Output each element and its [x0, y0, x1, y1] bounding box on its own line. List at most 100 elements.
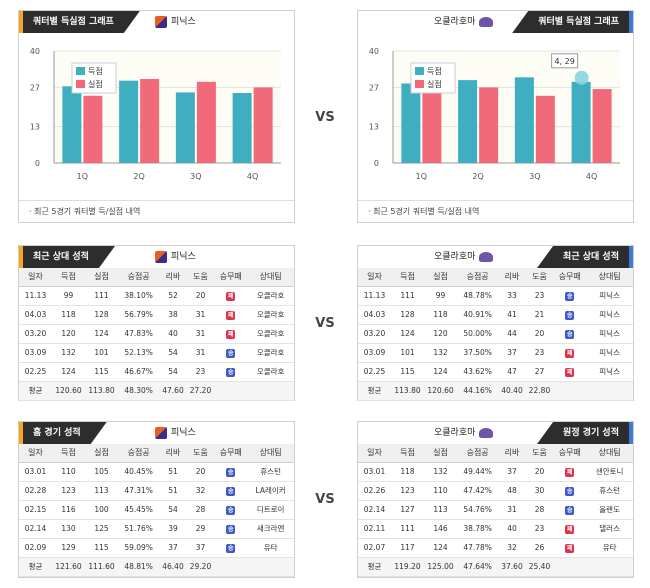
table-cell: 110 [52, 462, 85, 482]
average-cell: 47.60 [159, 381, 187, 401]
bar-allowed-3Q[interactable] [535, 95, 555, 163]
column-header: 득점 [52, 268, 85, 287]
bar-scored-3Q[interactable] [175, 92, 195, 163]
bar-allowed-4Q[interactable] [253, 87, 273, 163]
away-team-right: 오클라호마 [434, 422, 494, 444]
table-cell: 124 [85, 324, 118, 344]
bar-allowed-4Q[interactable] [592, 89, 612, 163]
bar-scored-1Q[interactable] [401, 83, 421, 163]
table-cell: 31 [498, 500, 526, 520]
win-badge-icon: 승 [565, 291, 575, 301]
team-label-left: 피닉스 [155, 11, 196, 33]
table-cell: 99 [52, 286, 85, 306]
home-header-title-left: 홈 경기 성적 [19, 422, 107, 444]
table-cell: 115 [391, 362, 424, 382]
average-cell: 113.80 [85, 381, 118, 401]
average-cell [553, 381, 587, 401]
table-cell: 132 [52, 343, 85, 363]
average-cell [247, 381, 294, 401]
recent-header-title-left: 최근 상대 성적 [19, 246, 115, 268]
table-cell: 28 [525, 500, 554, 520]
column-header: 도움 [525, 268, 554, 287]
bar-scored-4Q[interactable] [571, 81, 591, 163]
table-cell: 33 [498, 286, 526, 306]
table-cell: 43.62% [457, 362, 499, 382]
bar-scored-3Q[interactable] [514, 77, 534, 163]
bar-allowed-1Q[interactable] [83, 95, 103, 163]
table-row: 02.09 129 115 59.09% 37 37 승 유타 [19, 538, 294, 558]
table-cell: 31 [186, 343, 215, 363]
chart-note-text-right: 최근 5경기 쿼터별 득/실점 내역 [373, 207, 480, 216]
average-cell: 37.60 [498, 557, 526, 577]
bar-scored-2Q[interactable] [458, 80, 478, 163]
win-badge-icon: 승 [565, 329, 575, 339]
table-cell: 47 [498, 362, 526, 382]
column-header: 승무패 [214, 444, 248, 463]
recent-team-name-right: 오클라호마 [434, 252, 476, 262]
table-header-row: 일자 득점 실점 승점공 리바 도움 승무패 상대팀 [19, 444, 294, 463]
table-cell: 115 [85, 362, 118, 382]
column-header: 승무패 [553, 444, 587, 463]
table-cell: 오클라호 [247, 362, 294, 382]
result-cell: 승 [214, 538, 248, 558]
table-row: 03.01 118 132 49.44% 37 20 패 샌안토니 [358, 462, 633, 482]
column-header: 득점 [391, 268, 424, 287]
y-tick-label: 13 [369, 123, 379, 132]
table-row: 02.28 123 113 47.31% 51 32 승 LA레이커 [19, 481, 294, 501]
x-tick-label: 2Q [472, 172, 483, 181]
column-header: 실점 [85, 268, 118, 287]
result-cell: 승 [553, 481, 587, 501]
bar-allowed-3Q[interactable] [196, 81, 216, 163]
bar-allowed-1Q[interactable] [422, 74, 442, 163]
loss-badge-icon: 패 [565, 524, 575, 534]
bar-scored-2Q[interactable] [119, 80, 139, 163]
table-row: 04.03 118 128 56.79% 38 31 패 오클라호 [19, 305, 294, 325]
bar-scored-4Q[interactable] [232, 93, 252, 163]
average-cell: 40.40 [498, 381, 526, 401]
column-header: 리바 [159, 268, 187, 287]
chart-header-title-right: 쿼터별 득실점 그래프 [512, 11, 633, 33]
team-name-left: 피닉스 [171, 17, 196, 27]
legend-swatch [76, 67, 85, 75]
x-tick-label: 3Q [190, 172, 201, 181]
table-cell: 105 [85, 462, 118, 482]
bar-allowed-2Q[interactable] [479, 87, 499, 163]
result-cell: 패 [214, 324, 248, 344]
bar-scored-1Q[interactable] [62, 86, 82, 163]
table-header-row: 일자 득점 실점 승점공 리바 도움 승무패 상대팀 [358, 444, 633, 463]
result-cell: 패 [553, 362, 587, 382]
bar-allowed-2Q[interactable] [140, 79, 160, 163]
table-cell: 28 [186, 500, 215, 520]
column-header: 실점 [424, 444, 457, 463]
y-tick-label: 0 [374, 159, 379, 168]
column-header: 도움 [186, 444, 215, 463]
vs-label-1: VS [315, 110, 335, 125]
recent-panel-right: 오클라호마 최근 상대 성적 일자 득점 실점 승점공 리바 도움 승무패 상대팀 11.13 1… [357, 245, 634, 401]
loss-badge-icon: 패 [565, 367, 575, 377]
average-cell [586, 381, 633, 401]
y-tick-label: 27 [369, 83, 379, 92]
table-cell: 128 [391, 305, 424, 325]
column-header: 승점공 [457, 268, 499, 287]
average-cell: 평균 [358, 557, 391, 577]
average-cell: 48.81% [118, 557, 160, 577]
table-cell: 129 [52, 538, 85, 558]
home-header-left: 홈 경기 성적 피닉스 [19, 422, 294, 444]
column-header: 도움 [525, 444, 554, 463]
table-cell: 118 [391, 462, 424, 482]
recent-header-right: 오클라호마 최근 상대 성적 [358, 246, 633, 268]
recent-panel-left: 최근 상대 성적 피닉스 일자 득점 실점 승점공 리바 도움 승무패 상대팀 11.13 99 1… [18, 245, 295, 401]
loss-badge-icon: 패 [565, 467, 575, 477]
table-cell: 44 [498, 324, 526, 344]
average-cell: 120.60 [424, 381, 457, 401]
win-badge-icon: 승 [226, 467, 236, 477]
table-cell: 11.13 [19, 286, 52, 306]
table-cell: 03.09 [358, 343, 391, 363]
table-cell: 124 [391, 324, 424, 344]
y-tick-label: 27 [30, 83, 40, 92]
y-tick-label: 40 [369, 47, 379, 56]
column-header: 상대팀 [247, 268, 294, 287]
table-row: 02.14 130 125 51.76% 39 29 승 새크라멘 [19, 519, 294, 539]
average-row: 평균 113.80 120.60 44.16% 40.40 22.80 [358, 381, 633, 401]
